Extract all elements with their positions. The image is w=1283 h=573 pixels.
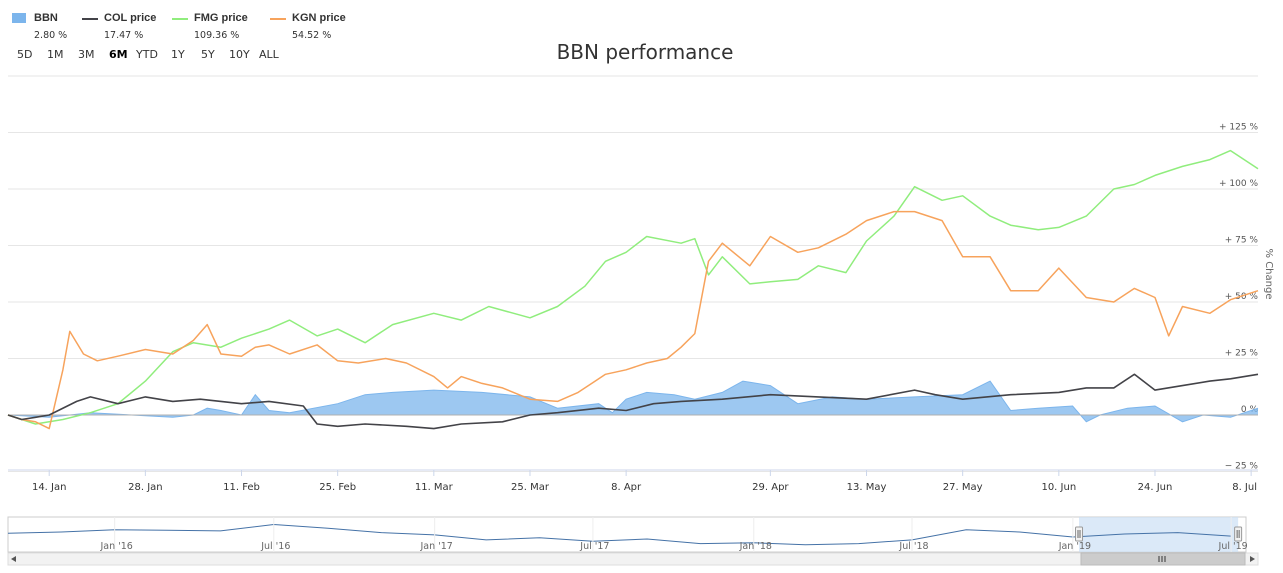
y-tick-label: 0 %: [1241, 405, 1259, 415]
y-axis-title: % Change: [1263, 249, 1274, 300]
series-fmg-price-line: [7, 149, 1259, 425]
series-layer: [7, 149, 1259, 430]
navigator-label: Jan '17: [419, 541, 452, 552]
range-button-1y[interactable]: 1Y: [171, 48, 185, 61]
x-tick-label: 8. Jul: [1232, 482, 1257, 493]
y-tick-label: + 75 %: [1225, 236, 1259, 246]
legend-name: FMG price: [194, 12, 248, 24]
x-tick-label: 13. May: [847, 482, 887, 493]
range-button-10y[interactable]: 10Y: [229, 48, 250, 61]
x-tick-label: 11. Mar: [415, 482, 454, 493]
navigator-label: Jul '16: [260, 541, 290, 552]
navigator-series: [7, 524, 1232, 546]
scroll-right-arrow[interactable]: [1250, 556, 1255, 562]
x-tick-label: 27. May: [943, 482, 983, 493]
navigator-handle-left[interactable]: [1075, 526, 1084, 542]
series-bbn-area: [8, 381, 1258, 422]
range-button-all[interactable]: ALL: [259, 48, 279, 61]
legend-swatch: [270, 18, 286, 20]
y-tick-label: + 50 %: [1225, 292, 1259, 302]
y-tick-label: + 25 %: [1225, 349, 1259, 359]
range-button-1m[interactable]: 1M: [47, 48, 64, 61]
y-tick-label: + 125 %: [1219, 123, 1258, 133]
range-button-5y[interactable]: 5Y: [201, 48, 215, 61]
navigator-label: Jul '19: [1218, 541, 1248, 552]
legend-name: KGN price: [292, 12, 346, 24]
range-button-3m[interactable]: 3M: [78, 48, 95, 61]
x-tick-label: 8. Apr: [611, 482, 642, 493]
navigator-frame: [7, 516, 1247, 553]
series-col-price-line: [7, 373, 1259, 430]
x-tick-label: 29. Apr: [752, 482, 789, 493]
range-button-5d[interactable]: 5D: [17, 48, 33, 61]
scrollbar[interactable]: [7, 552, 1259, 566]
y-tick-label: + 100 %: [1219, 179, 1258, 189]
x-tick-label: 10. Jun: [1041, 482, 1076, 493]
navigator[interactable]: Jan '16 Jul '16 Jan '17 Jul '17 Jan '18 Jul '…: [7, 516, 1259, 566]
x-tick-label: 11. Feb: [223, 482, 260, 493]
y-tick-label: − 25 %: [1225, 462, 1259, 472]
legend-value: 54.52 %: [292, 30, 332, 41]
legend-swatch: [82, 18, 98, 20]
navigator-handle-right[interactable]: [1234, 526, 1243, 542]
x-tick-label: 25. Feb: [319, 482, 356, 493]
x-tick-label: 24. Jun: [1138, 482, 1173, 493]
chart-title: BBN performance: [556, 40, 734, 64]
legend-value: 17.47 %: [104, 30, 144, 41]
legend-value: 2.80 %: [34, 30, 68, 41]
x-tick-label: 28. Jan: [128, 482, 163, 493]
y-axis: − 25 % 0 % + 25 % + 50 % + 75 % + 100 % + 125 …: [1219, 123, 1258, 472]
legend-swatch: [12, 13, 26, 23]
legend-value: 109.36 %: [194, 30, 240, 41]
scroll-left-arrow[interactable]: [11, 556, 16, 562]
series-kgn-price-line: [7, 210, 1259, 430]
x-axis: 14. Jan 28. Jan 11. Feb 25. Feb 11. Mar 25. M…: [8, 469, 1258, 493]
x-tick-label: 25. Mar: [511, 482, 550, 493]
navigator-label: Jan '19: [1058, 541, 1091, 552]
navigator-label: Jul '18: [898, 541, 928, 552]
navigator-label: Jan '16: [99, 541, 132, 552]
scrollbar-thumb[interactable]: [1080, 552, 1246, 566]
navigator-label: Jan '18: [739, 541, 772, 552]
series-bbn-line: [7, 380, 1259, 423]
x-tick-label: 14. Jan: [32, 482, 67, 493]
range-button-ytd[interactable]: YTD: [136, 48, 158, 61]
legend-name: BBN: [34, 12, 58, 24]
range-button-6m[interactable]: 6M: [109, 48, 128, 61]
legend-swatch: [172, 18, 188, 20]
navigator-label: Jul '17: [579, 541, 609, 552]
legend-name: COL price: [104, 12, 157, 24]
